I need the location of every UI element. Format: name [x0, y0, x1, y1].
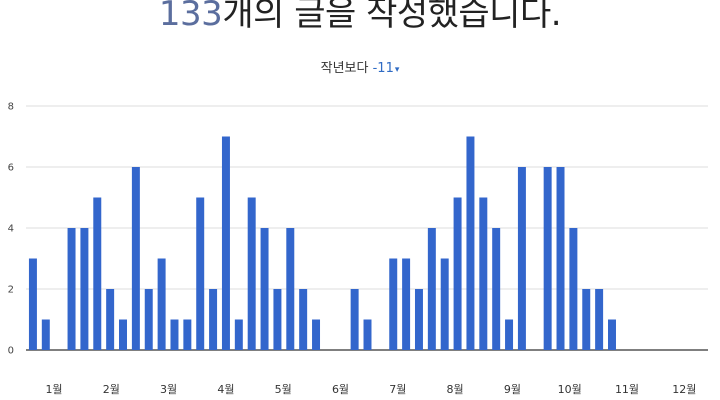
- year-comparison: 작년보다 -11▾: [0, 57, 720, 76]
- bar[interactable]: [273, 289, 282, 350]
- bar[interactable]: [505, 319, 514, 351]
- post-count: 133: [158, 0, 223, 34]
- comparison-label: 작년보다: [320, 61, 369, 76]
- bar[interactable]: [569, 228, 578, 350]
- month-label: 7월: [389, 383, 406, 396]
- y-tick-label: 4: [8, 224, 14, 235]
- month-label: 11월: [615, 383, 639, 396]
- month-label: 10월: [558, 383, 582, 396]
- bar[interactable]: [41, 319, 50, 351]
- bar[interactable]: [299, 289, 308, 350]
- bar[interactable]: [453, 197, 462, 351]
- bar[interactable]: [93, 197, 102, 351]
- headline-text: 개의 글을 작성했습니다.: [222, 0, 562, 34]
- bar[interactable]: [157, 258, 166, 351]
- bar[interactable]: [427, 228, 436, 350]
- bar[interactable]: [389, 258, 398, 351]
- bar[interactable]: [363, 319, 372, 351]
- bar[interactable]: [234, 319, 243, 351]
- bar[interactable]: [582, 289, 591, 350]
- bar[interactable]: [28, 258, 37, 351]
- month-label: 4월: [217, 383, 234, 396]
- month-label: 8월: [447, 383, 464, 396]
- month-label: 3월: [160, 383, 177, 396]
- bar[interactable]: [312, 319, 321, 351]
- comparison-delta[interactable]: -11: [372, 61, 394, 76]
- bar[interactable]: [402, 258, 411, 351]
- bar[interactable]: [492, 228, 501, 350]
- bar[interactable]: [543, 167, 552, 350]
- y-tick-label: 6: [8, 163, 14, 174]
- y-tick-label: 2: [8, 285, 14, 296]
- bar[interactable]: [479, 197, 488, 351]
- bar[interactable]: [517, 167, 526, 350]
- bar[interactable]: [119, 319, 127, 351]
- month-label: 9월: [504, 383, 521, 396]
- month-label: 5월: [275, 383, 292, 396]
- bar[interactable]: [247, 197, 256, 351]
- y-tick-label: 8: [8, 102, 14, 113]
- month-label: 2월: [103, 383, 120, 396]
- bar[interactable]: [350, 289, 359, 350]
- bar[interactable]: [144, 289, 153, 350]
- bar[interactable]: [440, 258, 449, 351]
- bar[interactable]: [556, 167, 565, 350]
- bar[interactable]: [260, 228, 269, 350]
- bar[interactable]: [414, 289, 423, 350]
- month-label: 6월: [332, 383, 349, 396]
- bar[interactable]: [106, 289, 115, 350]
- month-label: 12월: [672, 383, 696, 396]
- bar[interactable]: [183, 319, 192, 351]
- bar[interactable]: [170, 319, 179, 351]
- y-tick-label: 0: [8, 346, 14, 357]
- bar[interactable]: [209, 289, 218, 350]
- headline: 133개의 글을 작성했습니다.: [0, 0, 720, 35]
- bar[interactable]: [131, 167, 140, 350]
- bar[interactable]: [221, 136, 230, 351]
- month-label: 1월: [45, 383, 62, 396]
- bar[interactable]: [466, 136, 475, 351]
- bar[interactable]: [196, 197, 205, 351]
- caret-down-icon[interactable]: ▾: [394, 65, 400, 75]
- bar[interactable]: [608, 319, 616, 351]
- bar[interactable]: [595, 289, 604, 350]
- bar[interactable]: [286, 228, 295, 350]
- bar[interactable]: [80, 228, 89, 350]
- bar[interactable]: [67, 228, 76, 350]
